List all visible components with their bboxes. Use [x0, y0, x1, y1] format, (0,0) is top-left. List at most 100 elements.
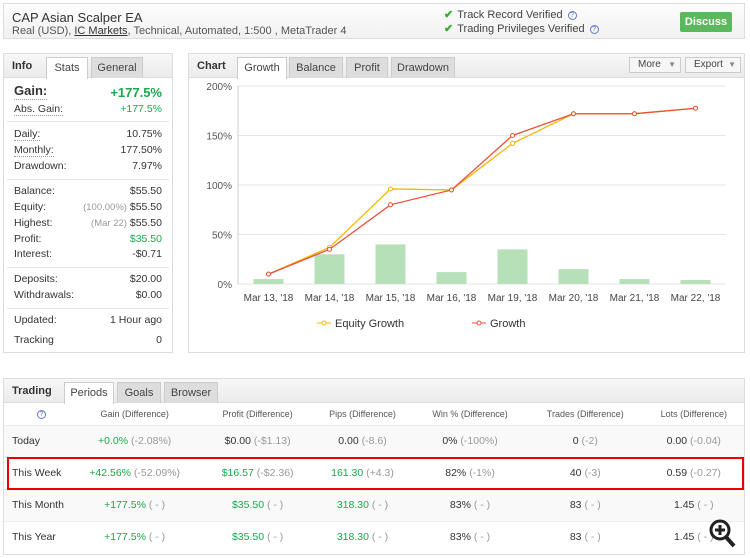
cell-difference: ( - ) — [148, 531, 166, 544]
deposits-row: Deposits: $20.00 — [14, 273, 162, 285]
withdrawals-label: Withdrawals: — [14, 289, 75, 301]
highest-note: (Mar 22) — [91, 218, 127, 229]
data-point[interactable] — [693, 105, 698, 111]
cell-value: +0.0% — [98, 435, 129, 447]
more-dropdown[interactable]: More ▼ — [629, 57, 681, 73]
gain-label: Gain: — [14, 83, 48, 100]
tab-growth[interactable]: Growth — [237, 57, 287, 79]
broker-link[interactable]: IC Markets — [74, 25, 128, 37]
tab-drawdown[interactable]: Drawdown — [391, 57, 455, 78]
chart-heading: Chart — [197, 60, 226, 72]
highest-row: Highest: (Mar 22) $55.50 — [14, 217, 162, 229]
tab-stats[interactable]: Stats — [46, 57, 88, 79]
cell-difference: ( - ) — [697, 499, 714, 511]
data-point[interactable] — [510, 133, 515, 138]
subtitle-account: Real (USD), — [12, 25, 75, 37]
cell-value: 0 — [572, 435, 579, 447]
data-point[interactable] — [327, 246, 332, 252]
check-icon: ✔ — [444, 23, 454, 35]
profit-row: Profit: $35.50 — [14, 233, 162, 245]
cell: 318.30 ( - ) — [311, 488, 414, 521]
cell-difference: (-1%) — [469, 467, 495, 479]
cell-difference: (-0.27) — [689, 467, 721, 479]
track-record-verified: ✔ Track Record Verified? — [444, 8, 577, 21]
cell-difference: (-3) — [584, 467, 601, 479]
table-row: This Month +177.5% ( - ) $35.50 ( - ) 318.3… — [4, 488, 744, 521]
highest-label: Highest: — [14, 217, 53, 229]
y-tick-label: 50% — [212, 231, 232, 242]
data-point[interactable] — [571, 111, 576, 117]
cell-difference: ( - ) — [371, 531, 389, 544]
verified-label: Trading Privileges Verified — [457, 23, 585, 35]
data-point[interactable] — [388, 186, 393, 192]
tab-general[interactable]: General — [91, 57, 143, 78]
cell-difference: ( - ) — [266, 499, 284, 511]
cell-value: +177.5% — [104, 499, 146, 511]
help-header[interactable]: ? — [4, 403, 66, 425]
cell-value: 318.30 — [336, 531, 369, 544]
data-point[interactable] — [632, 111, 637, 117]
y-tick-label: 200% — [206, 82, 232, 93]
cell: 0 (-2) — [527, 424, 644, 457]
data-point[interactable] — [266, 271, 271, 277]
interest-row: Interest: -$0.71 — [14, 248, 162, 260]
cell: $16.57 (-$2.36) — [203, 456, 312, 489]
column-header: Trades (Difference) — [546, 408, 624, 419]
deposits-value: $20.00 — [129, 273, 162, 285]
profit-bar — [314, 254, 345, 284]
column-header: Lots (Difference) — [660, 408, 727, 419]
chevron-down-icon: ▼ — [728, 60, 736, 69]
cell: +42.56% (-52.09%) — [66, 456, 204, 489]
legend-marker — [476, 320, 482, 326]
cell-value: 40 — [569, 467, 582, 479]
tab-browser[interactable]: Browser — [164, 382, 218, 403]
drawdown-row: Drawdown: 7.97% — [14, 160, 162, 172]
chart-panel: Chart Growth Balance Profit Drawdown Mor… — [188, 53, 745, 353]
cell: $0.00 (-$1.13) — [203, 424, 312, 457]
abs-gain-value: +177.5% — [120, 103, 162, 115]
column-header: Gain (Difference) — [100, 408, 169, 419]
period-label: This Month — [4, 488, 66, 521]
help-icon[interactable]: ? — [37, 409, 46, 419]
cell: 0.00 (-8.6) — [311, 424, 414, 457]
data-point[interactable] — [510, 140, 515, 146]
trading-tabs: Trading Periods Goals Browser — [4, 379, 744, 404]
tab-profit[interactable]: Profit — [346, 57, 388, 78]
export-dropdown[interactable]: Export ▼ — [685, 57, 741, 73]
tab-periods[interactable]: Periods — [64, 382, 114, 404]
divider — [7, 179, 169, 180]
updated-row: Updated: 1 Hour ago — [14, 314, 162, 326]
cell-value: 83 — [569, 499, 582, 511]
cell-value: $35.50 — [231, 499, 265, 511]
tab-balance[interactable]: Balance — [289, 57, 343, 78]
divider — [7, 267, 169, 268]
cell-value: $0.00 — [224, 435, 251, 447]
x-tick-label: Mar 14, '18 — [305, 293, 355, 304]
help-icon[interactable]: ? — [589, 24, 599, 34]
legend-label[interactable]: Growth — [490, 318, 525, 330]
help-icon[interactable]: ? — [567, 10, 577, 20]
legend-label[interactable]: Equity Growth — [335, 318, 404, 330]
data-point[interactable] — [449, 187, 454, 193]
cell-value: 83 — [569, 531, 582, 544]
cell-value: $35.50 — [231, 531, 265, 544]
daily-value: 10.75% — [126, 128, 162, 140]
abs-gain-row: Abs. Gain: +177.5% — [14, 103, 162, 116]
x-tick-label: Mar 21, '18 — [610, 293, 660, 304]
discuss-button[interactable]: Discuss — [680, 12, 732, 32]
more-label: More — [638, 59, 661, 70]
gain-row: Gain: +177.5% — [14, 83, 162, 100]
data-point[interactable] — [388, 202, 393, 208]
info-panel: Info Stats General Gain: +177.5% Abs. Gai… — [3, 53, 173, 353]
zoom-in-icon[interactable] — [708, 518, 736, 552]
balance-label: Balance: — [14, 185, 55, 197]
cell-value: 83% — [449, 499, 471, 511]
series-line — [268, 107, 696, 275]
daily-row: Daily: 10.75% — [14, 128, 162, 141]
trading-heading: Trading — [12, 385, 52, 397]
x-tick-label: Mar 20, '18 — [549, 293, 599, 304]
profit-bar — [253, 279, 284, 284]
profit-bar — [619, 279, 650, 284]
tab-goals[interactable]: Goals — [117, 382, 161, 403]
cell-difference: ( - ) — [473, 531, 491, 544]
